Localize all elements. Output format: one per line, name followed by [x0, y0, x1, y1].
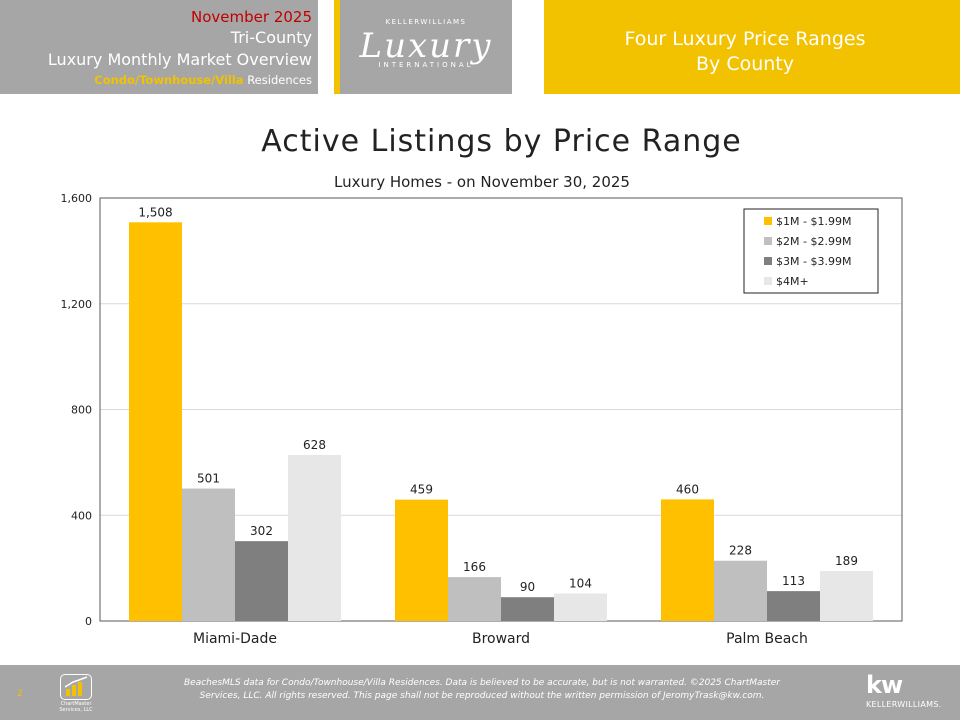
y-tick-label: 0	[85, 615, 92, 628]
logo-kellerwilliams: KELLERWILLIAMS	[385, 18, 467, 26]
report-date: November 2025	[191, 8, 312, 26]
section-title-line2: By County	[696, 53, 794, 75]
header-divider	[334, 0, 340, 94]
data-label: 189	[835, 554, 858, 568]
bar	[820, 571, 873, 621]
bar	[767, 591, 820, 621]
disclaimer: BeachesMLS data for Condo/Townhouse/Vill…	[112, 677, 852, 703]
bar	[182, 488, 235, 621]
bar	[554, 593, 607, 621]
data-label: 628	[303, 438, 326, 452]
chartmaster-logo: ChartMaster Services, LLC	[56, 671, 96, 713]
data-label: 166	[463, 560, 486, 574]
report-region: Tri-County	[230, 28, 312, 47]
legend-swatch	[764, 277, 772, 285]
report-title: Luxury Monthly Market Overview	[47, 50, 312, 69]
property-type-label: Condo/Townhouse/Villa	[94, 73, 244, 87]
header-left-panel: November 2025 Tri-County Luxury Monthly …	[0, 0, 318, 94]
section-title-line1: Four Luxury Price Ranges	[624, 28, 866, 50]
legend-label: $1M - $1.99M	[776, 215, 851, 228]
disclaimer-line2: Services, LLC. All rights reserved. This…	[199, 691, 765, 701]
bar	[661, 499, 714, 621]
chart-subtitle: Luxury Homes - on November 30, 2025	[334, 173, 630, 191]
data-label: 1,508	[138, 205, 172, 219]
logo-luxury-word: Luxury	[359, 26, 493, 66]
kellerwilliams-logo: kw KELLERWILLIAMS.	[866, 671, 956, 713]
chart-icon	[60, 674, 92, 700]
legend-swatch	[764, 237, 772, 245]
legend-swatch	[764, 217, 772, 225]
property-type: Condo/Townhouse/Villa Residences	[94, 73, 312, 87]
bar	[129, 222, 182, 621]
y-tick-label: 1,200	[61, 298, 93, 311]
data-label: 460	[676, 482, 699, 496]
kw-mark: kw	[866, 671, 903, 699]
property-type-suffix: Residences	[243, 73, 312, 87]
luxury-logo: KELLERWILLIAMS Luxury INTERNATIONAL	[340, 0, 512, 94]
bar	[395, 499, 448, 621]
legend-label: $2M - $2.99M	[776, 235, 851, 248]
chartmaster-logo-text: ChartMaster Services, LLC	[59, 701, 93, 713]
data-label: 104	[569, 577, 592, 591]
logo-international: INTERNATIONAL	[378, 61, 474, 69]
y-tick-label: 400	[71, 509, 92, 522]
data-label: 113	[782, 574, 805, 588]
x-category-label: Palm Beach	[726, 631, 808, 647]
bar	[448, 577, 501, 621]
bar	[235, 541, 288, 621]
chart-title: Active Listings by Price Range	[261, 124, 742, 159]
footer: 2 ChartMaster Services, LLC BeachesMLS d…	[0, 665, 960, 720]
data-label: 90	[520, 580, 535, 594]
bar	[288, 454, 341, 621]
y-tick-label: 1,600	[61, 192, 93, 205]
y-tick-label: 800	[71, 404, 92, 417]
bar	[714, 560, 767, 621]
bar-chart: 0 400 800 1,200 1,600 1,508 501 302 628 Miami-Dad…	[61, 192, 903, 647]
legend-label: $3M - $3.99M	[776, 255, 851, 268]
data-label: 459	[410, 483, 433, 497]
legend-swatch	[764, 257, 772, 265]
data-label: 501	[197, 472, 220, 486]
kw-name: KELLERWILLIAMS.	[866, 700, 942, 709]
disclaimer-line1: BeachesMLS data for Condo/Townhouse/Vill…	[183, 678, 780, 688]
legend-label: $4M+	[776, 275, 809, 288]
page-number: 2	[17, 689, 23, 699]
header-right-panel: Four Luxury Price Ranges By County	[544, 0, 960, 94]
data-label: 302	[250, 524, 273, 538]
data-label: 228	[729, 544, 752, 558]
x-category-label: Miami-Dade	[193, 631, 277, 647]
bar	[501, 597, 554, 621]
x-category-label: Broward	[472, 631, 530, 647]
